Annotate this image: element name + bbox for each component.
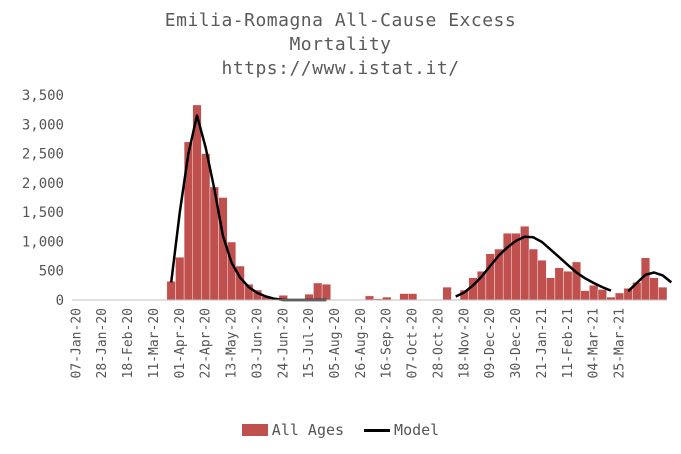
model-line-segment bbox=[455, 235, 612, 298]
bar bbox=[554, 267, 564, 301]
bar bbox=[201, 153, 211, 301]
legend-item-model: Model bbox=[364, 421, 439, 439]
bar bbox=[563, 271, 573, 301]
legend-label-all-ages: All Ages bbox=[271, 421, 345, 439]
x-tick-label: 05-Aug-20 bbox=[328, 308, 343, 378]
x-tick-label: 18-Nov-20 bbox=[457, 308, 472, 378]
bar bbox=[615, 292, 625, 301]
bar bbox=[313, 282, 323, 301]
bar bbox=[408, 293, 418, 301]
bar bbox=[580, 290, 590, 301]
x-tick-label: 07-Oct-20 bbox=[406, 308, 421, 378]
legend-swatch-line bbox=[364, 428, 391, 432]
x-tick-label: 11-Feb-21 bbox=[561, 308, 576, 378]
x-tick-label: 07-Jan-20 bbox=[69, 308, 84, 378]
legend-swatch-bar bbox=[241, 424, 268, 436]
bar bbox=[321, 283, 331, 301]
x-tick-label: 21-Jan-21 bbox=[535, 308, 550, 378]
x-tick-label: 18-Feb-20 bbox=[121, 308, 136, 378]
chart-title-line-1: Emilia-Romagna All-Cause Excess bbox=[164, 10, 517, 31]
legend-label-model: Model bbox=[394, 421, 440, 439]
x-tick-label: 11-Mar-20 bbox=[147, 308, 162, 378]
bar bbox=[502, 233, 512, 301]
legend-item-all-ages: All Ages bbox=[241, 421, 345, 439]
y-axis: 0 500 1,000 1,500 2,000 2,500 3,000 3,500 bbox=[22, 88, 64, 309]
chart-plot: 0 500 1,000 1,500 2,000 2,500 3,000 3,500 07-Ja… bbox=[22, 88, 673, 378]
x-tick-label: 28-Jan-20 bbox=[95, 308, 110, 378]
y-tick-label: 0 bbox=[56, 293, 64, 309]
x-tick-label: 01-Apr-20 bbox=[173, 308, 188, 378]
y-tick-label: 1,000 bbox=[22, 234, 64, 250]
x-tick-label: 22-Apr-20 bbox=[199, 308, 214, 378]
x-tick-label: 25-Mar-21 bbox=[613, 308, 628, 378]
x-tick-label: 15-Jul-20 bbox=[302, 308, 317, 378]
legend: All Ages Model bbox=[0, 421, 681, 439]
bar-series bbox=[166, 104, 668, 301]
chart-title-line-3: https://www.istat.it/ bbox=[221, 58, 460, 79]
x-tick-label: 28-Oct-20 bbox=[431, 308, 446, 378]
bar bbox=[546, 277, 556, 301]
bar bbox=[166, 281, 176, 301]
x-axis: 07-Jan-20 28-Jan-20 18-Feb-20 11-Mar-20 01-A… bbox=[69, 308, 627, 378]
bar bbox=[658, 286, 668, 301]
y-tick-label: 3,500 bbox=[22, 88, 64, 104]
y-tick-label: 500 bbox=[39, 264, 64, 280]
bar bbox=[399, 293, 409, 301]
model-line-segment bbox=[627, 271, 673, 293]
bar bbox=[442, 286, 452, 301]
bar bbox=[597, 289, 607, 301]
x-tick-label: 04-Mar-21 bbox=[587, 308, 602, 378]
chart-title-line-2: Mortality bbox=[289, 34, 392, 55]
bar bbox=[649, 277, 659, 301]
bar bbox=[364, 295, 375, 301]
x-tick-label: 30-Dec-20 bbox=[509, 308, 524, 378]
y-tick-label: 2,000 bbox=[22, 176, 64, 192]
x-tick-label: 26-Aug-20 bbox=[354, 308, 369, 378]
bar bbox=[175, 257, 185, 301]
y-tick-label: 2,500 bbox=[22, 147, 64, 163]
bar bbox=[528, 248, 538, 301]
bar bbox=[537, 259, 547, 301]
x-tick-label: 16-Sep-20 bbox=[380, 308, 395, 378]
y-tick-label: 3,000 bbox=[22, 117, 64, 133]
x-tick-label: 03-Jun-20 bbox=[250, 308, 265, 378]
x-tick-label: 24-Jun-20 bbox=[276, 308, 291, 378]
y-tick-label: 1,500 bbox=[22, 205, 64, 221]
bar bbox=[589, 285, 599, 301]
line-series bbox=[169, 114, 673, 302]
x-tick-label: 09-Dec-20 bbox=[483, 308, 498, 378]
x-tick-label: 13-May-20 bbox=[225, 308, 240, 378]
bar bbox=[571, 261, 581, 301]
